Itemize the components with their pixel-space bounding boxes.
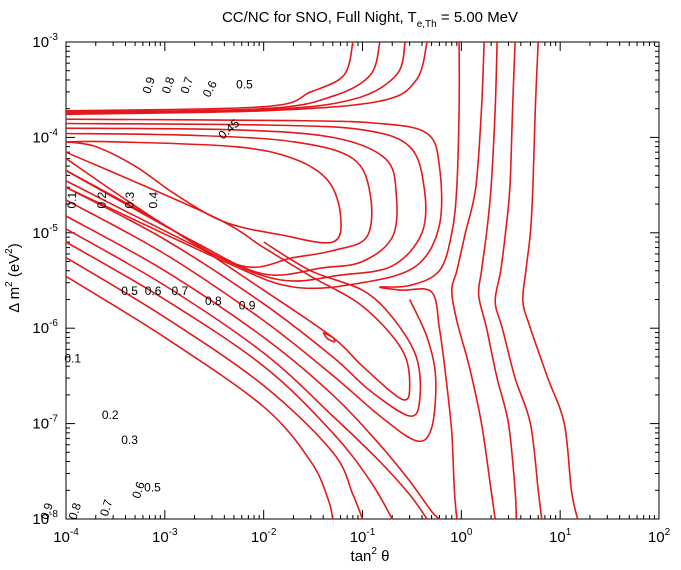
contour-label: 0.6: [145, 284, 162, 298]
contour-label: 0.3: [121, 433, 138, 447]
contour-label: 0.9: [140, 75, 159, 96]
contour-line-0-1: [65, 151, 411, 401]
contour-line-0-1: [65, 140, 342, 244]
contour-line-0-5: [65, 215, 440, 520]
y-tick-label: 10-5: [32, 223, 58, 242]
contour-label: 0.5: [236, 78, 253, 92]
y-axis-tick-labels: 10-8 10-7 10-6 10-5 10-4 10-3: [32, 32, 58, 528]
contour-line-0-7: [65, 241, 393, 520]
plot-area: 10-4 10-3 10-2 10-1 100 101 102 10-810-710-610…: [32, 32, 670, 546]
x-axis-ticks: [65, 42, 660, 519]
contour-line-0-45: [65, 118, 443, 290]
contour-line-0-9: [65, 41, 354, 112]
contour-label: 0.6: [200, 78, 220, 100]
contour-label: 0.6: [129, 480, 148, 501]
contour-label: 0.1: [64, 352, 81, 366]
x-tick-label: 10-3: [152, 527, 178, 546]
contour-label: 0.2: [95, 191, 110, 208]
contour-line-0-8: [65, 256, 364, 520]
contour-line-0-9: [65, 275, 334, 520]
x-axis-tick-labels: 10-4 10-3 10-2 10-1 100 101 102: [53, 527, 670, 546]
contour-line-0-6: [450, 41, 496, 520]
contour-line-0-6: [65, 41, 428, 115]
contour-line-0-2: [65, 186, 422, 417]
y-tick-label: 10-7: [32, 414, 58, 433]
contour-label: 0.7: [178, 75, 197, 96]
contour-line-0-5: [379, 41, 461, 520]
contour-label: 0.3: [122, 191, 137, 208]
y-tick-label: 10-6: [32, 318, 58, 337]
contour-label: 0.8: [66, 501, 85, 522]
chart-title: CC/NC for SNO, Full Night, Te,Th = 5.00 …: [222, 9, 518, 30]
contour-line-0-3: [65, 199, 437, 443]
y-tick-label: 10-3: [32, 32, 58, 51]
contour-line-0-8: [494, 41, 543, 520]
contour-line-0-7: [477, 41, 518, 520]
y-tick-label: 10-8: [32, 509, 58, 528]
contour-label: 0.9: [239, 298, 256, 312]
x-tick-label: 102: [648, 527, 671, 546]
contour-line-0-3: [65, 127, 398, 276]
x-tick-label: 10-2: [251, 527, 277, 546]
x-tick-label: 10-1: [350, 527, 376, 546]
x-tick-label: 101: [549, 527, 572, 546]
contour-label: 0.5: [121, 284, 138, 298]
contour-line-0-8: [65, 41, 381, 113]
contour-label: 0.1: [65, 191, 80, 208]
y-axis-label: Δ m2 (eV2): [4, 243, 23, 313]
contour-label: 0.2: [102, 408, 119, 422]
contour-label: 0.7: [172, 284, 189, 298]
contour-line-0-6: [65, 228, 428, 520]
contour-line-0-9: [521, 41, 579, 520]
x-tick-label: 10-4: [53, 527, 79, 546]
contour-label: 0.4: [146, 191, 161, 208]
contour-line-0-2: [65, 132, 373, 269]
contour-label: 0.9: [37, 501, 56, 522]
contour-line-0-4: [65, 122, 427, 282]
x-axis-label: tan2 θ: [351, 546, 390, 565]
contour-label: 0.7: [97, 497, 116, 518]
contour-label: 0.8: [159, 75, 178, 96]
contour-labels: 0.9 0.8 0.7 0.6 0.50.450.1 0.2 0.3 0.40.5 0.6 0.7…: [37, 75, 255, 521]
contour-label: 0.5: [144, 480, 161, 494]
contour-label: 0.8: [205, 294, 222, 308]
y-tick-label: 10-4: [32, 127, 58, 146]
contour-line-0-7: [65, 41, 406, 114]
contour-lines: [65, 41, 579, 520]
x-tick-label: 100: [450, 527, 473, 546]
